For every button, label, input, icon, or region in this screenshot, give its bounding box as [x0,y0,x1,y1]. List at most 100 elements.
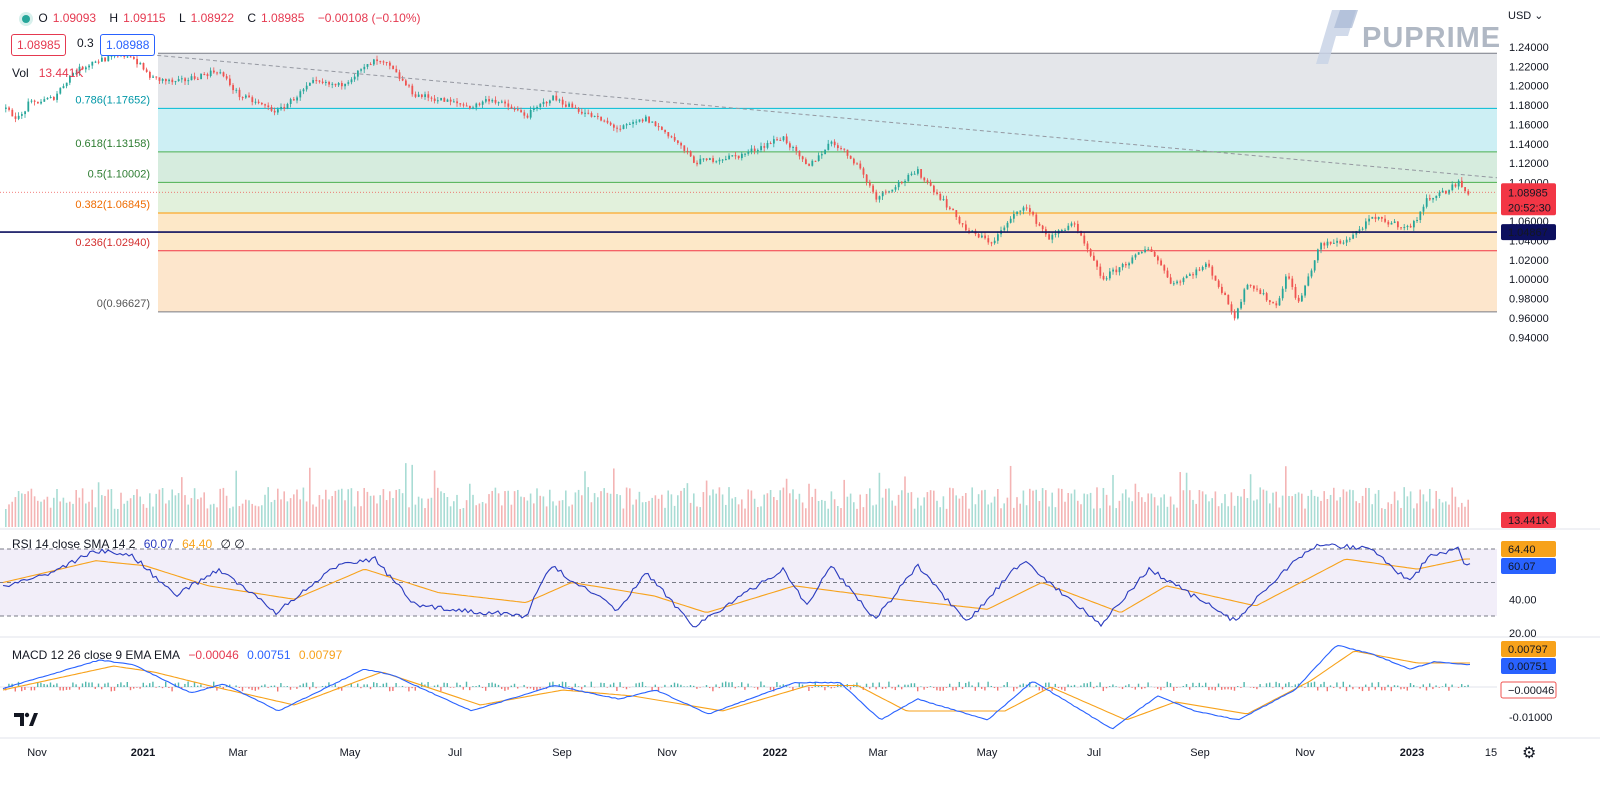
candle-body [149,71,151,78]
macd-histogram-bar [1237,686,1239,687]
candle-body [1192,274,1194,276]
candle-body [635,121,638,123]
macd-hist-tag [1500,681,1557,699]
macd-histogram-bar [46,684,48,687]
candle-body [299,91,302,98]
volume-bar [859,494,861,527]
macd-histogram-bar [1208,687,1210,691]
macd-histogram-bar [206,687,208,689]
candle-body [721,159,724,161]
volume-bar [494,487,497,527]
tradingview-logo-icon[interactable] [12,709,40,729]
candle-body [216,72,218,74]
candle-body [846,149,849,156]
macd-histogram-bar [785,685,788,687]
fibonacci-retracement[interactable]: 0.786(1.17652) 0.618(1.13158) 0.5(1.10002)… [75,52,1497,313]
volume-bar [805,508,807,527]
volume-bar [245,499,247,527]
volume-bar [251,503,253,527]
volume-bar [1230,492,1233,527]
macd-histogram-bar [1259,684,1261,687]
candle-body [174,81,177,83]
macd-histogram-bar [193,681,196,687]
time-axis[interactable]: Nov 2021 Mar May Jul Sep Nov 2022 Mar May Jul Sep No… [0,737,1600,759]
candle-body [11,109,14,117]
volume-bar [1192,499,1194,527]
volume-bar [1448,504,1450,527]
candle-body [638,119,641,122]
candle-body [917,169,919,174]
macd-histogram-bar [1349,684,1351,687]
volume-bar [481,502,484,527]
candle-body [1003,227,1006,231]
macd-histogram-bar [680,684,682,687]
volume-bar [469,483,471,527]
buy-button[interactable]: 1.08988 [100,34,156,56]
volume-bar [821,499,823,527]
macd-histogram-bar [552,681,554,687]
candle-body [158,77,161,81]
macd-histogram-bar [939,687,941,691]
candle-body [712,158,714,162]
candle-body [622,125,625,130]
volume-bar [581,495,583,527]
volume-bar [526,500,529,527]
macd-histogram-bar [149,683,151,687]
rsi-pane[interactable]: 40.00 20.00 64.40 60.07 [0,541,1556,640]
volume-bar [193,488,196,527]
drawn-lines[interactable] [0,52,1501,233]
macd-histogram-bar [1278,683,1280,687]
volume-bar [952,488,954,527]
macd-histogram-bar [1205,682,1207,687]
candle-body [814,160,817,162]
candle-body [1432,198,1434,200]
candle-body [1105,278,1108,280]
candle-body [977,234,980,238]
macd-histogram-bar [1006,682,1008,687]
volume-bar [344,500,346,527]
ohlc-high: H 1.09115 [109,11,166,25]
rsi-sma-value: 64.40 [182,537,213,551]
macd-histogram-bar [929,686,932,687]
macd-histogram-bar [990,685,992,687]
volume-bar [136,489,138,527]
macd-histogram-bar [926,687,928,688]
macd-histogram-bar [446,683,448,687]
candle-body [619,128,622,130]
macd-histogram-bar [1291,686,1293,687]
rsi-title: RSI 14 close SMA 14 2 [12,537,136,551]
volume-bar [632,504,634,527]
candle-body [357,70,359,77]
candle-body [101,57,103,62]
macd-histogram-bar [49,682,52,687]
macd-histogram-bar [1400,687,1402,690]
macd-histogram-bar [654,684,656,687]
candle-body [491,99,494,102]
volume-bar [248,500,250,527]
candle-body [1253,285,1255,289]
macd-histogram-bar [1022,683,1024,687]
macd-histogram-bar [283,686,285,687]
candle-body [1102,275,1105,280]
macd-histogram-bar [1467,684,1469,687]
sell-button[interactable]: 1.08985 [11,34,67,56]
rsi-value-tag [1501,558,1556,574]
macd-histogram-bar [168,687,170,688]
volume-bar [43,499,45,527]
candle-body [248,95,250,98]
candle-body [1224,292,1226,295]
macd-histogram-bar [1240,687,1242,688]
candle-body [1176,281,1178,284]
macd-histogram-bar [1067,684,1069,687]
volume-bar [933,490,935,527]
volume-bar [1365,487,1367,527]
candle-body [901,182,903,184]
volume-bar [1294,493,1297,527]
candle-body [737,155,740,159]
candle-body [776,139,778,141]
settings-gear-icon[interactable]: ⚙ [1522,745,1537,762]
macd-histogram-bar [1448,687,1450,691]
currency-selector[interactable]: USD ⌄ [1508,10,1544,22]
